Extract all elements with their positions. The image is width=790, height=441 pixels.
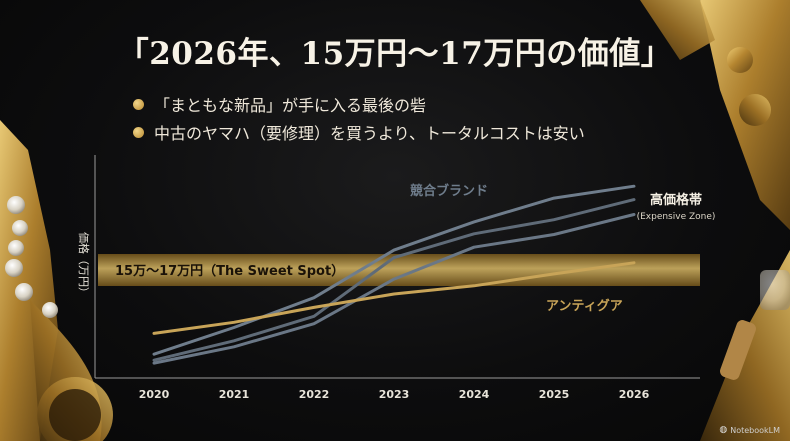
x-tick-label: 2024 — [459, 388, 490, 401]
x-tick-label: 2022 — [299, 388, 330, 401]
bullet-dot-icon — [133, 126, 144, 138]
notebooklm-logo-icon: ◍ — [719, 425, 728, 435]
x-tick-label: 2021 — [219, 388, 250, 401]
series-sublabel-expensive: (Expensive Zone) — [637, 212, 716, 222]
bullet-text: 「まともな新品」が手に入る最後の砦 — [154, 96, 427, 115]
series-label-antigua: アンティグア — [546, 298, 623, 314]
x-tick-label: 2026 — [619, 388, 650, 401]
bullet-dot-icon — [133, 98, 144, 110]
bullet-list: 「まともな新品」が手に入る最後の砦 中古のヤマハ（要修理）を買うより、トータルコ… — [133, 90, 585, 146]
series-line-2 — [152, 213, 636, 365]
bullet-item: 「まともな新品」が手に入る最後の砦 — [133, 90, 585, 118]
slide-title: 「2026年、15万円〜17万円の価値」 — [117, 36, 673, 72]
sweet-spot-band — [98, 254, 700, 286]
series-line-0 — [152, 184, 636, 356]
bullet-item: 中古のヤマハ（要修理）を買うより、トータルコストは安い — [133, 118, 585, 146]
series-line-3 — [152, 261, 636, 335]
watermark-text: NotebookLM — [730, 425, 780, 435]
series-label-competitor: 競合ブランド — [410, 183, 488, 199]
x-tick-label: 2020 — [139, 388, 170, 401]
bullet-text: 中古のヤマハ（要修理）を買うより、トータルコストは安い — [154, 124, 585, 143]
series-line-1 — [152, 198, 636, 362]
y-axis-label: 価格（万円） — [77, 232, 91, 298]
watermark: ◍ NotebookLM — [719, 425, 780, 435]
x-tick-label: 2023 — [379, 388, 410, 401]
sweet-spot-label: 15万〜17万円（The Sweet Spot） — [115, 263, 344, 279]
x-tick-label: 2025 — [539, 388, 570, 401]
series-label-expensive: 高価格帯 — [650, 192, 702, 208]
